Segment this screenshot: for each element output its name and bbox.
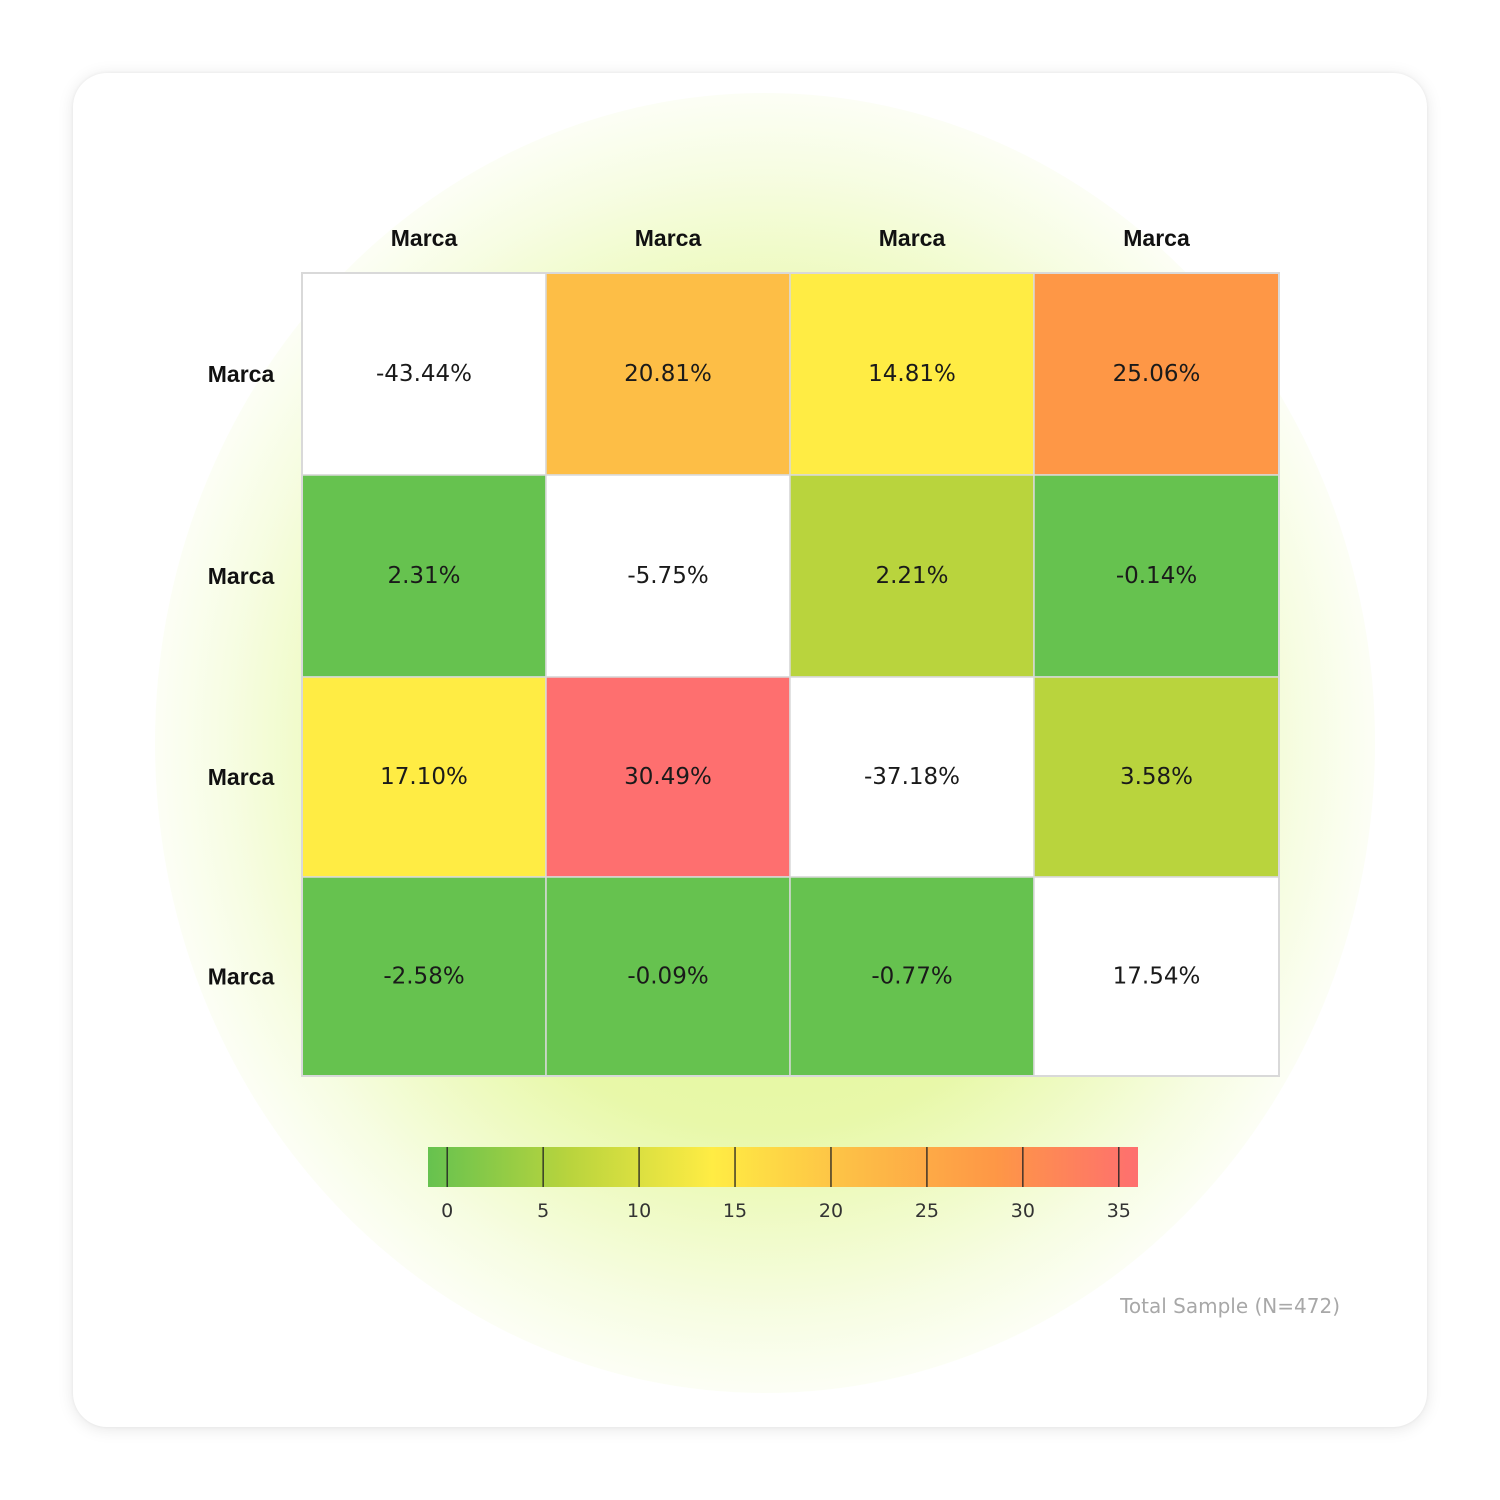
- sample-size-note: Total Sample (N=472): [1120, 1294, 1340, 1318]
- column-header: Marca: [879, 225, 946, 251]
- heatmap-cell: [789, 272, 1035, 476]
- cell-value-label: 30.49%: [624, 764, 712, 790]
- heatmap-cell: [1033, 474, 1280, 678]
- colorbar-bar: [428, 1147, 1138, 1187]
- heatmap-cell: [545, 474, 791, 678]
- heatmap-border: [301, 272, 1280, 1077]
- cell-value-label: 17.54%: [1113, 964, 1201, 990]
- colorbar-tick-label: 5: [537, 1200, 549, 1222]
- cell-value-label: -2.58%: [383, 964, 464, 990]
- row-header: Marca: [208, 964, 275, 990]
- heatmap-grid: -43.44% 20.81% 14.81% 25.06% 2.31% -5.75% 2.21…: [301, 272, 1280, 1077]
- heatmap-cell: [545, 676, 791, 878]
- heatmap-cell: [789, 676, 1035, 878]
- colorbar-tick-label: 10: [627, 1200, 651, 1222]
- cell-value-label: 20.81%: [624, 361, 712, 387]
- cell-value-label: -0.77%: [871, 964, 952, 990]
- heatmap-cell: [301, 876, 547, 1077]
- cell-value-label: 25.06%: [1113, 361, 1201, 387]
- column-header: Marca: [1123, 225, 1190, 251]
- colorbar-tick-label: 30: [1011, 1200, 1035, 1222]
- cell-value-label: -37.18%: [864, 764, 960, 790]
- heatmap-cell: [1033, 676, 1280, 878]
- cell-value-label: -5.75%: [627, 563, 708, 589]
- row-header: Marca: [208, 563, 275, 589]
- column-header: Marca: [635, 225, 702, 251]
- cell-value-label: -0.14%: [1116, 563, 1197, 589]
- heatmap-cell: [789, 474, 1035, 678]
- colorbar: 0 5 10 15 20 25 30 35: [428, 1147, 1138, 1222]
- cell-value-label: -43.44%: [376, 361, 472, 387]
- colorbar-tick-label: 0: [441, 1200, 453, 1222]
- colorbar-tick-label: 35: [1107, 1200, 1131, 1222]
- colorbar-tick-label: 15: [723, 1200, 747, 1222]
- column-header: Marca: [391, 225, 458, 251]
- colorbar-tick-label: 25: [915, 1200, 939, 1222]
- colorbar-tick-label: 20: [819, 1200, 843, 1222]
- heatmap-cell: [301, 474, 547, 678]
- row-header: Marca: [208, 764, 275, 790]
- cell-value-label: 3.58%: [1120, 764, 1193, 790]
- cell-value-label: 2.21%: [875, 563, 948, 589]
- cell-value-label: 2.31%: [387, 563, 460, 589]
- heatmap-cell: [545, 876, 791, 1077]
- cell-value-label: 14.81%: [868, 361, 956, 387]
- cell-value-label: -0.09%: [627, 964, 708, 990]
- row-header: Marca: [208, 361, 275, 387]
- cell-value-label: 17.10%: [380, 764, 468, 790]
